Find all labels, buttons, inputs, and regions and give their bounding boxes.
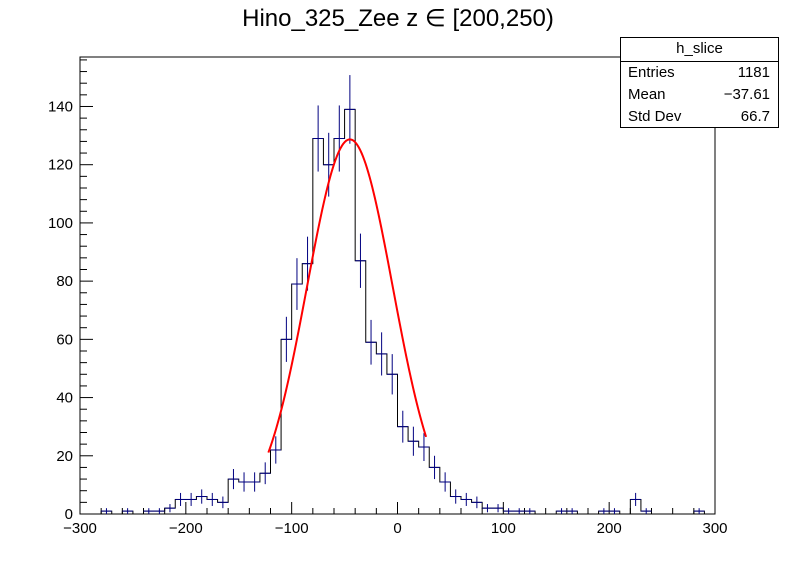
stats-stddev-value: 66.7 [740,108,770,125]
y-tick-label: 140 [48,98,73,115]
stats-row-entries: Entries 1181 [621,62,778,84]
y-tick-label: 0 [65,506,73,523]
y-tick-label: 80 [56,273,73,290]
stats-mean-value: −37.61 [723,86,770,103]
y-tick-label: 20 [56,448,73,465]
x-tick-label: 0 [393,520,401,537]
histogram-outline [100,108,715,515]
x-tick-label: 100 [491,520,516,537]
y-tick-label: 100 [48,215,73,232]
chart-title: Hino_325_Zee z ∈ [200,250) [242,5,554,32]
x-tick-label: 200 [597,520,622,537]
stats-stddev-label: Std Dev [628,108,682,125]
gaussian-fit-curve [267,138,428,453]
stats-row-mean: Mean −37.61 [621,84,778,106]
stats-entries-label: Entries [628,64,675,81]
stats-mean-label: Mean [628,86,666,103]
y-tick-label: 60 [56,331,73,348]
stats-histogram-name: h_slice [621,38,778,62]
x-tick-label: −300 [63,520,97,537]
y-tick-label: 120 [48,157,73,174]
stats-box: h_slice Entries 1181 Mean −37.61 Std Dev… [620,37,779,128]
stats-row-stddev: Std Dev 66.7 [621,106,778,128]
stats-entries-value: 1181 [737,64,770,81]
x-tick-label: −100 [275,520,309,537]
x-tick-label: 300 [702,520,727,537]
y-tick-label: 40 [56,390,73,407]
x-tick-label: −200 [169,520,203,537]
